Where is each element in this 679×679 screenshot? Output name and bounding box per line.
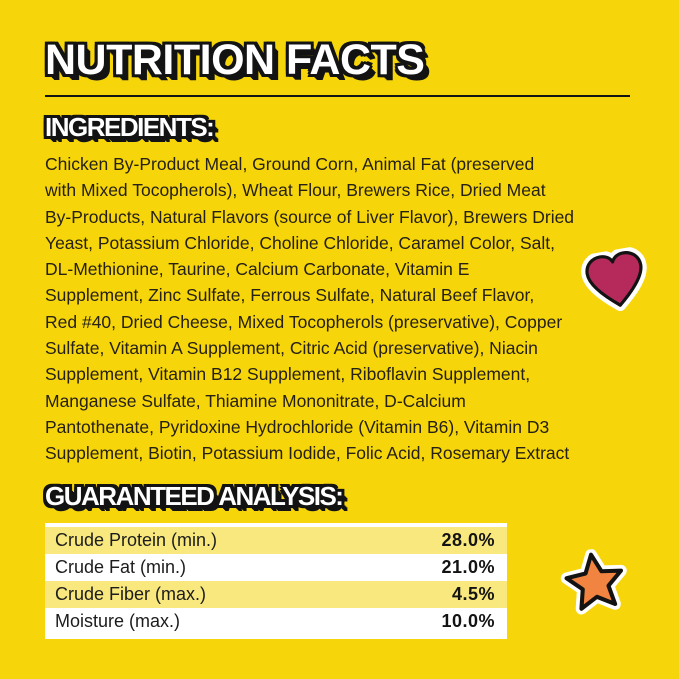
guaranteed-analysis-heading: GUARANTEED ANALYSIS:: [44, 480, 345, 512]
analysis-value: 10.0%: [441, 611, 495, 631]
ingredients-line: Supplement, Biotin, Potassium Iodide, Fo…: [45, 443, 570, 464]
table-row: Crude Protein (min.) 28.0%: [45, 527, 507, 554]
ingredients-list: Chicken By-Product Meal, Ground Corn, An…: [45, 151, 655, 467]
ingredients-heading: INGREDIENTS:: [44, 111, 216, 143]
ingredients-line: Pantothenate, Pyridoxine Hydrochloride (…: [45, 416, 550, 437]
heart-icon: [578, 245, 654, 318]
ingredients-line: with Mixed Tocopherols), Wheat Flour, Br…: [45, 180, 546, 201]
ingredients-line: Supplement, Zinc Sulfate, Ferrous Sulfat…: [45, 285, 535, 306]
ingredients-line: Supplement, Vitamin B12 Supplement, Ribo…: [45, 364, 531, 385]
analysis-label: Crude Fiber (max.): [55, 584, 207, 604]
analysis-value: 21.0%: [441, 557, 495, 577]
analysis-label: Crude Fat (min.): [55, 557, 187, 577]
ingredients-line: Sulfate, Vitamin A Supplement, Citric Ac…: [45, 338, 538, 359]
page-title: NUTRITION FACTS: [44, 35, 426, 85]
analysis-label: Moisture (max.): [55, 611, 181, 631]
ingredients-line: By-Products, Natural Flavors (source of …: [45, 206, 575, 227]
ingredients-line: Chicken By-Product Meal, Ground Corn, An…: [45, 154, 535, 174]
analysis-value: 4.5%: [451, 584, 495, 604]
table-row: Crude Fiber (max.) 4.5%: [45, 581, 507, 608]
ingredients-line: Manganese Sulfate, Thiamine Mononitrate,…: [45, 390, 466, 411]
ingredients-line: DL-Methionine, Taurine, Calcium Carbonat…: [45, 259, 470, 280]
ingredients-line: Red #40, Dried Cheese, Mixed Tocopherols…: [45, 311, 563, 332]
star-icon: [556, 544, 635, 621]
ingredients-line: Yeast, Potassium Chloride, Choline Chlor…: [45, 232, 556, 253]
analysis-value: 28.0%: [441, 530, 495, 550]
guaranteed-analysis-table: Crude Protein (min.) 28.0% Crude Fat (mi…: [45, 523, 507, 639]
analysis-label: Crude Protein (min.): [55, 530, 218, 550]
table-row: Crude Fat (min.) 21.0%: [45, 554, 507, 581]
table-row: Moisture (max.) 10.0%: [45, 608, 507, 635]
title-divider: [45, 95, 630, 97]
